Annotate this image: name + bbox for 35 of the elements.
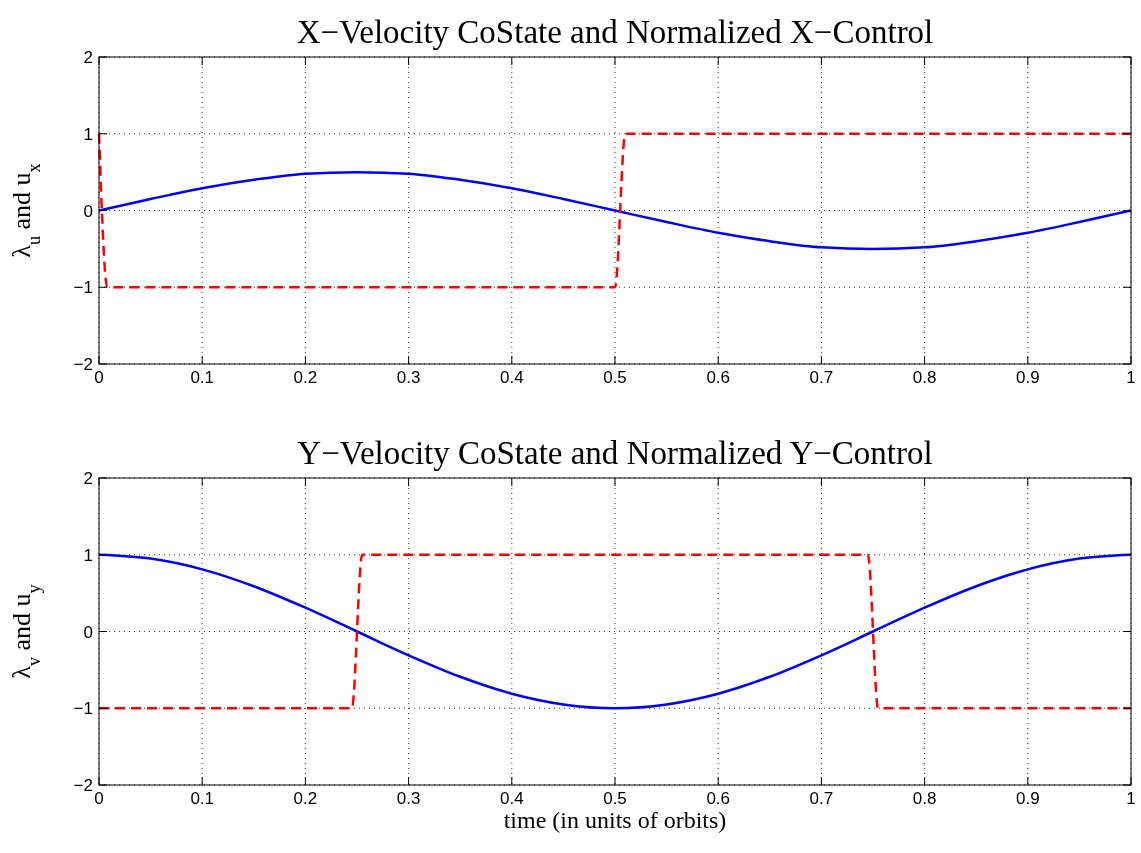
x-tick-label: 0.1 <box>190 368 215 387</box>
y-tick-label: −2 <box>73 776 93 795</box>
y-tick-label: 0 <box>83 201 93 221</box>
x-tick-label: 0.8 <box>912 789 937 808</box>
chart-title: X−Velocity CoState and Normalized X−Control <box>296 14 934 50</box>
y-tick-label: 2 <box>83 469 93 488</box>
y-tick-label: 0 <box>83 622 93 642</box>
x-tick-label: 0.4 <box>499 368 524 387</box>
x-tick-label: 0.3 <box>396 789 421 808</box>
line-series <box>97 553 1133 710</box>
x-tick-label: 0.1 <box>190 789 215 808</box>
y-tick-label: 1 <box>83 545 93 565</box>
y-tick-label: 1 <box>83 124 93 144</box>
y-tick-label: 2 <box>83 48 93 67</box>
x-tick-label: 0.9 <box>1015 368 1040 387</box>
x-tick-label: 0.6 <box>706 789 731 808</box>
x-tick-label: 0.3 <box>396 368 421 387</box>
y-tick-label: −2 <box>73 355 93 374</box>
y-tick-label: −1 <box>73 699 93 719</box>
x-tick-label: 0.2 <box>293 789 318 808</box>
x-tick-label: 0.8 <box>912 368 937 387</box>
line-series <box>97 170 1133 251</box>
x-tick-label: 0.5 <box>603 789 627 808</box>
x-tick-label: 0.7 <box>809 789 834 808</box>
y-tick-label: −1 <box>73 278 93 298</box>
x-tick-label: 0.9 <box>1015 789 1040 808</box>
x-tick-label: 0.5 <box>603 368 627 387</box>
x-tick-label: 0.7 <box>809 368 834 387</box>
x-tick-label: 1 <box>1126 368 1136 387</box>
x-tick-label: 1 <box>1126 789 1136 808</box>
chart-title: Y−Velocity CoState and Normalized Y−Control <box>297 435 933 471</box>
x-tick-label: 0.6 <box>706 368 731 387</box>
x-tick-label: 0.4 <box>499 789 524 808</box>
x-axis-title: time (in units of orbits) <box>503 807 727 833</box>
x-tick-label: 0.2 <box>293 368 318 387</box>
